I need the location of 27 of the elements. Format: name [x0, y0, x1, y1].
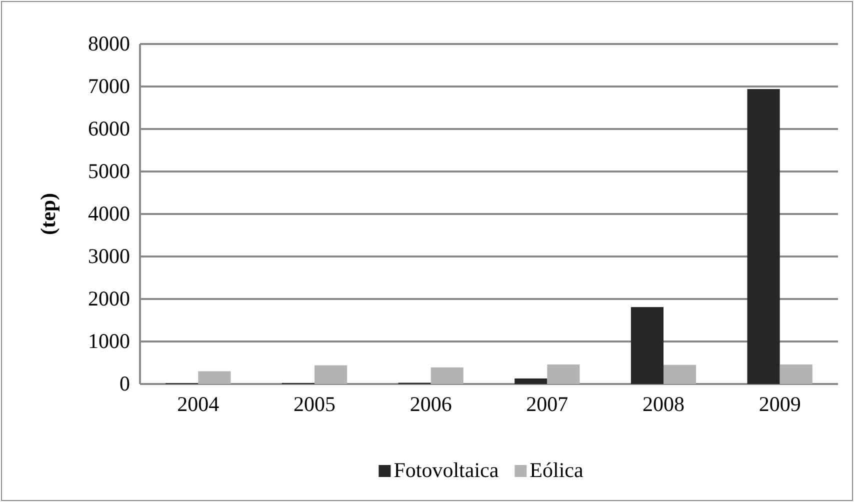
x-tick-label: 2005	[294, 392, 336, 416]
bar	[630, 307, 664, 384]
bar	[430, 367, 464, 384]
bar	[314, 365, 348, 384]
y-tick-label: 0	[120, 372, 130, 396]
bar	[747, 89, 780, 384]
legend-label: Eólica	[530, 458, 584, 482]
legend-label: Fotovoltaica	[394, 458, 500, 482]
bar	[547, 364, 580, 384]
bar	[664, 364, 696, 384]
y-tick-label: 8000	[88, 32, 130, 56]
x-tick-label: 2006	[410, 392, 452, 416]
y-tick-label: 7000	[88, 74, 130, 98]
bar	[198, 371, 231, 384]
y-tick-label: 4000	[88, 202, 130, 226]
y-tick-label: 3000	[88, 244, 130, 268]
x-tick-label: 2008	[642, 392, 684, 416]
y-tick-label: 1000	[88, 329, 130, 354]
x-tick-label: 2007	[526, 392, 568, 416]
y-tick-label: 2000	[88, 286, 130, 311]
y-tick-label: 6000	[88, 116, 130, 141]
y-axis-title: (tep)	[36, 193, 60, 235]
x-tick-label: 2004	[177, 392, 220, 416]
x-tick-label: 2009	[758, 392, 801, 416]
y-tick-label: 5000	[88, 159, 130, 184]
bar	[514, 378, 548, 384]
bar	[780, 364, 812, 384]
